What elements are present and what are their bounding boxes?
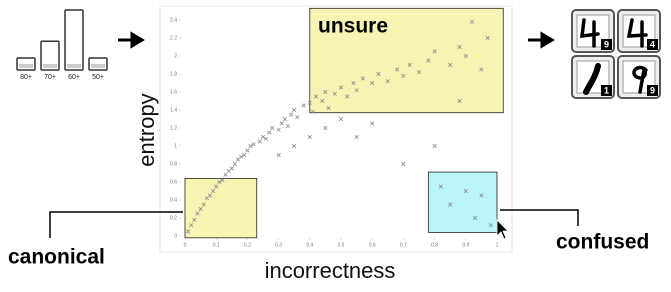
- arrow: [528, 34, 552, 46]
- y-tick-label: 1.4: [170, 107, 177, 113]
- badge-label: 1: [604, 85, 609, 95]
- x-tick-label: 0: [184, 242, 187, 248]
- bar-shade: [19, 64, 33, 68]
- arrow: [118, 34, 142, 46]
- region: [428, 172, 497, 232]
- region-label: unsure: [318, 15, 388, 38]
- y-tick-label: 0.8: [170, 161, 177, 167]
- x-tick-label: 0.9: [462, 242, 469, 248]
- y-tick-label: 1.6: [170, 89, 177, 95]
- y-tick-label: 0.4: [170, 197, 177, 203]
- y-tick-label: 1.2: [170, 125, 177, 131]
- region-label: canonical: [8, 246, 105, 269]
- x-tick-label: 0.2: [244, 242, 251, 248]
- histogram-label: 80+: [20, 74, 32, 81]
- x-tick-label: 1: [496, 242, 499, 248]
- y-tick-label: 0.2: [170, 215, 177, 221]
- y-tick-label: 2.4: [170, 17, 177, 23]
- y-axis-label: entropy: [134, 93, 159, 166]
- x-tick-label: 0.1: [213, 242, 220, 248]
- histogram-label: 70+: [44, 74, 56, 81]
- badge-label: 9: [604, 39, 609, 49]
- bar-shade: [67, 64, 81, 68]
- histogram-label: 50+: [92, 74, 104, 81]
- histogram-bar: [65, 10, 83, 70]
- y-tick-label: 0: [174, 233, 177, 239]
- histogram-label: 60+: [68, 74, 80, 81]
- x-tick-label: 0.5: [338, 242, 345, 248]
- badge-label: 4: [650, 39, 655, 49]
- x-tick-label: 0.7: [400, 242, 407, 248]
- y-tick-label: 2: [174, 53, 177, 59]
- y-tick-label: 2.2: [170, 35, 177, 41]
- y-tick-label: 1: [174, 143, 177, 149]
- x-tick-label: 0.8: [431, 242, 438, 248]
- x-tick-label: 0.6: [369, 242, 376, 248]
- y-tick-label: 0.6: [170, 179, 177, 185]
- figure: incorrectness entropy 80+70+60+50+ 9419 …: [0, 0, 671, 287]
- bar-shade: [91, 64, 105, 68]
- x-tick-label: 0.4: [306, 242, 313, 248]
- badge-label: 9: [650, 85, 655, 95]
- region: [185, 178, 257, 237]
- bar-shade: [43, 64, 57, 68]
- x-tick-label: 0.3: [275, 242, 282, 248]
- y-tick-label: 1.8: [170, 71, 177, 77]
- region-label: confused: [556, 231, 649, 254]
- x-axis-label: incorrectness: [265, 258, 396, 283]
